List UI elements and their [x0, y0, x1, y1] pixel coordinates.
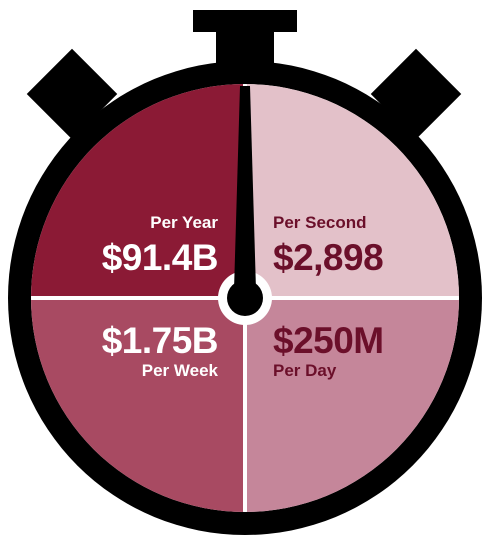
amount: $1.75B	[102, 320, 218, 361]
amount: $91.4B	[102, 237, 218, 278]
crown-neck	[216, 30, 274, 64]
hand	[234, 86, 256, 290]
amount: $2,898	[273, 237, 383, 278]
amount: $250M	[273, 320, 384, 361]
label: Per Day	[273, 361, 337, 380]
label: Per Week	[142, 361, 219, 380]
crown-top	[193, 10, 297, 32]
label: Per Second	[273, 213, 367, 232]
hub	[227, 280, 263, 316]
label: Per Year	[150, 213, 218, 232]
